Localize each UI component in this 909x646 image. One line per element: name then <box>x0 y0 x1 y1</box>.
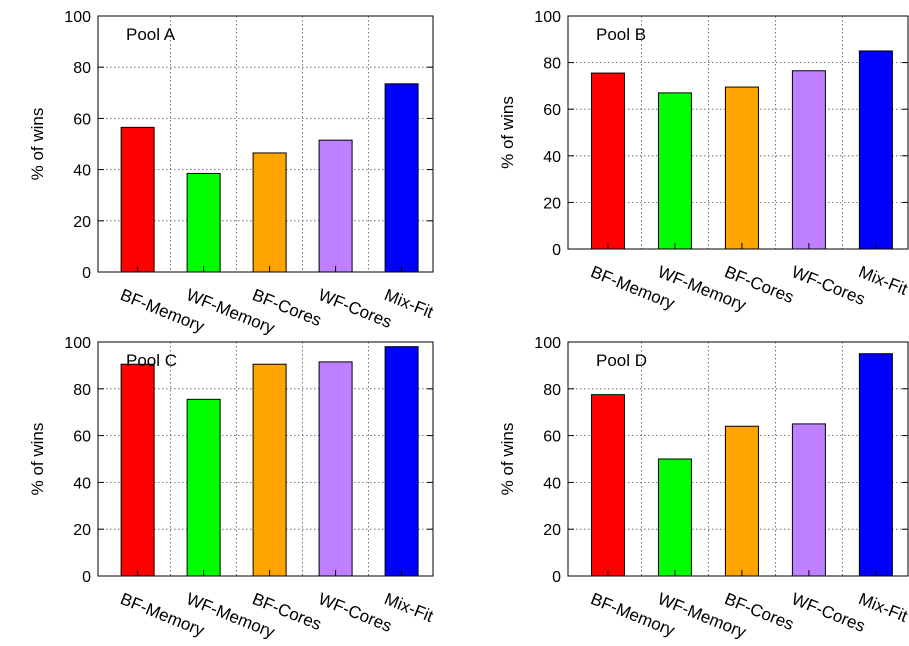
x-tick-label: WF-Cores <box>789 262 868 309</box>
pool-d-panel: 020406080100BF-MemoryWF-MemoryBF-CoresWF… <box>498 335 909 642</box>
y-tick-label: 60 <box>73 111 91 128</box>
plot-frame <box>567 15 909 250</box>
bar-wf-cores <box>318 361 353 577</box>
plot-frame <box>97 341 434 577</box>
y-tick-label: 0 <box>82 265 91 282</box>
bar-wf-cores <box>791 423 826 577</box>
x-tick-label: WF-Cores <box>316 589 395 636</box>
pool-a-panel: 020406080100BF-MemoryWF-MemoryBF-CoresWF… <box>28 9 436 338</box>
y-tick-label: 100 <box>534 9 561 26</box>
bar-bf-memory <box>120 126 155 273</box>
y-tick-label: 60 <box>543 102 561 119</box>
y-tick-label: 20 <box>73 522 91 539</box>
panel-title: Pool C <box>126 351 177 370</box>
plot-frame <box>97 15 434 273</box>
y-tick-label: 20 <box>543 522 561 539</box>
y-tick-label: 100 <box>64 335 91 352</box>
y-tick-label: 40 <box>543 149 561 166</box>
pool-c-panel: 020406080100BF-MemoryWF-MemoryBF-CoresWF… <box>28 335 436 642</box>
panel-title: Pool B <box>596 25 646 44</box>
bar-wf-cores <box>791 70 826 250</box>
x-tick-label: WF-Cores <box>316 285 395 332</box>
y-tick-label: 100 <box>534 335 561 352</box>
bar-bf-cores <box>724 425 759 577</box>
y-tick-label: 100 <box>64 9 91 26</box>
y-axis-label: % of wins <box>28 108 47 181</box>
panel-title: Pool A <box>126 25 176 44</box>
bar-wf-memory <box>186 172 221 273</box>
y-tick-label: 60 <box>543 429 561 446</box>
bar-bf-cores <box>724 86 759 250</box>
bar-wf-memory <box>657 458 692 577</box>
y-tick-label: 40 <box>543 475 561 492</box>
bar-mix-fit <box>858 50 893 250</box>
bar-wf-memory <box>186 398 221 577</box>
y-tick-label: 80 <box>73 60 91 77</box>
panel-title: Pool D <box>596 351 647 370</box>
y-tick-label: 60 <box>73 429 91 446</box>
plot-frame <box>567 341 909 577</box>
y-axis-label: % of wins <box>28 423 47 496</box>
x-tick-label: WF-Cores <box>789 589 868 636</box>
bar-mix-fit <box>384 346 419 577</box>
y-axis-label: % of wins <box>498 423 517 496</box>
bar-bf-memory <box>120 363 155 577</box>
y-tick-label: 80 <box>543 56 561 73</box>
y-tick-label: 20 <box>543 195 561 212</box>
pool-b-panel: 020406080100BF-MemoryWF-MemoryBF-CoresWF… <box>498 9 909 315</box>
bar-bf-memory <box>590 72 625 250</box>
y-tick-label: 40 <box>73 163 91 180</box>
bar-wf-memory <box>657 92 692 250</box>
y-tick-label: 40 <box>73 475 91 492</box>
bar-mix-fit <box>858 353 893 577</box>
y-tick-label: 80 <box>73 382 91 399</box>
y-tick-label: 0 <box>82 569 91 586</box>
bar-wf-cores <box>318 139 353 273</box>
bar-bf-cores <box>252 152 287 273</box>
y-axis-label: % of wins <box>498 96 517 169</box>
y-tick-label: 0 <box>552 242 561 259</box>
y-tick-label: 80 <box>543 382 561 399</box>
y-tick-label: 20 <box>73 214 91 231</box>
bar-bf-memory <box>590 394 625 577</box>
bar-mix-fit <box>384 83 419 273</box>
y-tick-label: 0 <box>552 569 561 586</box>
bar-bf-cores <box>252 363 287 577</box>
